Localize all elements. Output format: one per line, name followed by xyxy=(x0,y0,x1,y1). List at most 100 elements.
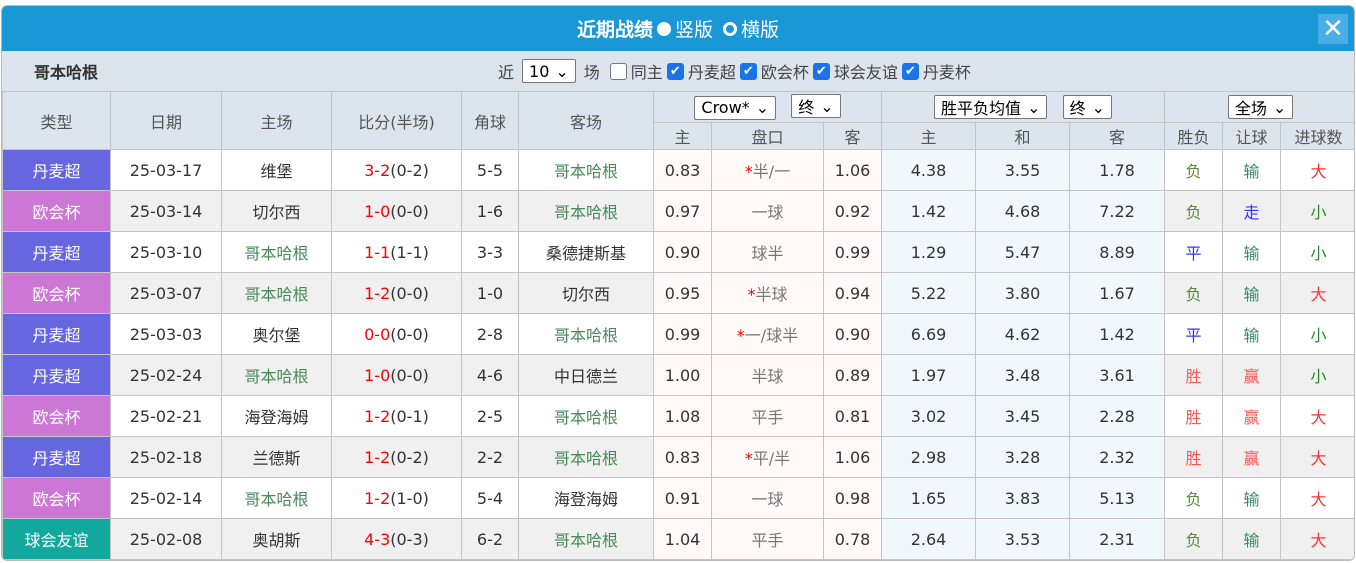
home-team[interactable]: 切尔西 xyxy=(221,190,332,232)
table-row: 欧会杯 25-02-21 海登海姆 1-2(0-1) 2-5 哥本哈根 1.08 平手 0.81… xyxy=(2,395,1354,437)
match-date: 25-02-21 xyxy=(110,395,222,437)
ah-away-odds: 0.89 xyxy=(822,354,883,396)
away-team[interactable]: 哥本哈根 xyxy=(518,395,654,437)
away-team[interactable]: 哥本哈根 xyxy=(518,190,654,232)
away-team[interactable]: 哥本哈根 xyxy=(518,436,654,478)
league-checkbox-0[interactable]: ✔ xyxy=(666,62,684,80)
close-icon[interactable]: ✕ xyxy=(1318,14,1348,44)
away-team[interactable]: 哥本哈根 xyxy=(518,313,654,355)
match-date: 25-03-10 xyxy=(110,231,222,273)
full-score: 1-2 xyxy=(364,447,391,467)
ah-home-odds: 0.99 xyxy=(653,313,712,355)
eu-away-odds: 3.61 xyxy=(1069,354,1166,396)
league-type[interactable]: 欧会杯 xyxy=(2,272,111,314)
ah-line-text: 一球 xyxy=(751,490,784,509)
away-team[interactable]: 海登海姆 xyxy=(518,477,654,519)
header-eu-draw: 和 xyxy=(975,122,1071,150)
full-score: 1-1 xyxy=(364,242,391,262)
ah-line-text: 一球 xyxy=(751,203,784,222)
home-team[interactable]: 哥本哈根 xyxy=(221,231,332,273)
handicap-time-select[interactable]: 终 ⌄ xyxy=(791,94,841,119)
home-team[interactable]: 哥本哈根 xyxy=(221,477,332,519)
result: 负 xyxy=(1164,477,1224,519)
eu-draw-odds: 5.47 xyxy=(975,231,1071,273)
league-type[interactable]: 丹麦超 xyxy=(2,436,111,478)
ah-home-odds: 0.97 xyxy=(653,190,712,232)
away-team[interactable]: 切尔西 xyxy=(518,272,654,314)
league-type[interactable]: 丹麦超 xyxy=(2,313,111,355)
header-eu-home: 主 xyxy=(881,122,977,150)
euro-time-select[interactable]: 终 ⌄ xyxy=(1062,95,1112,119)
ah-line: 平手 xyxy=(711,518,824,560)
league-type[interactable]: 丹麦超 xyxy=(2,231,111,273)
league-type[interactable]: 丹麦超 xyxy=(2,149,111,191)
radio-vertical-label[interactable]: 竖版 xyxy=(674,19,713,41)
away-team[interactable]: 桑德捷斯基 xyxy=(518,231,654,273)
home-team[interactable]: 哥本哈根 xyxy=(221,354,332,396)
ah-away-odds: 0.81 xyxy=(822,395,883,437)
league-checkbox-2[interactable]: ✔ xyxy=(812,62,830,80)
same-home-checkbox[interactable] xyxy=(609,62,627,80)
ah-line: 一球 xyxy=(711,477,824,519)
score: 1-2(0-2) xyxy=(331,436,462,478)
home-team[interactable]: 哥本哈根 xyxy=(221,272,332,314)
table-row: 丹麦超 25-02-24 哥本哈根 1-0(0-0) 4-6 中日德兰 1.00 半球 0.89… xyxy=(2,354,1354,396)
radio-horizontal[interactable] xyxy=(723,21,737,36)
corner: 2-8 xyxy=(461,313,519,355)
result: 负 xyxy=(1164,149,1224,191)
result: 胜 xyxy=(1164,395,1224,437)
half-score: (0-2) xyxy=(390,160,429,180)
ah-line-text: 平手 xyxy=(751,531,784,550)
header-away: 客场 xyxy=(518,91,654,150)
league-type[interactable]: 欧会杯 xyxy=(2,190,111,232)
score: 4-3(0-3) xyxy=(331,518,462,560)
games-label: 场 xyxy=(583,63,600,82)
count-select[interactable]: 10 ⌄ xyxy=(522,59,576,83)
euro-type-select[interactable]: 胜平负均值 ⌄ xyxy=(934,95,1048,119)
home-team[interactable]: 奥尔堡 xyxy=(221,313,332,355)
home-team[interactable]: 奥胡斯 xyxy=(221,518,332,560)
corner: 5-4 xyxy=(461,477,519,519)
half-score: (0-0) xyxy=(390,201,429,221)
away-team[interactable]: 哥本哈根 xyxy=(518,518,654,560)
league-checkbox-3[interactable]: ✔ xyxy=(901,62,919,80)
company-value: Crow* xyxy=(701,98,750,118)
result: 负 xyxy=(1164,518,1224,560)
full-score: 1-2 xyxy=(364,283,391,303)
league-checkbox-1[interactable]: ✔ xyxy=(739,62,757,80)
star-mark: * xyxy=(744,162,753,181)
home-team[interactable]: 兰德斯 xyxy=(221,436,332,478)
ah-line: 一球 xyxy=(711,190,824,232)
handicap-result: 赢 xyxy=(1222,436,1282,478)
full-score: 1-2 xyxy=(364,406,391,426)
ah-home-odds: 1.08 xyxy=(653,395,712,437)
radio-horizontal-label[interactable]: 横版 xyxy=(741,19,780,41)
league-type[interactable]: 欧会杯 xyxy=(2,477,111,519)
league-label: 欧会杯 xyxy=(760,63,809,82)
header-type: 类型 xyxy=(2,91,111,150)
score: 3-2(0-2) xyxy=(331,149,462,191)
handicap-result: 输 xyxy=(1222,231,1282,273)
eu-home-odds: 2.64 xyxy=(881,518,977,560)
period-select[interactable]: 全场 ⌄ xyxy=(1227,95,1294,119)
away-team[interactable]: 中日德兰 xyxy=(518,354,654,396)
company-select[interactable]: Crow* ⌄ xyxy=(694,95,777,120)
header-corner: 角球 xyxy=(461,91,519,150)
league-type[interactable]: 球会友谊 xyxy=(2,518,111,560)
league-type[interactable]: 丹麦超 xyxy=(2,354,111,396)
corner: 1-6 xyxy=(461,190,519,232)
league-type[interactable]: 欧会杯 xyxy=(2,395,111,437)
radio-vertical[interactable] xyxy=(656,21,671,36)
home-team[interactable]: 海登海姆 xyxy=(221,395,332,437)
eu-away-odds: 2.31 xyxy=(1069,518,1166,560)
euro-selects: 胜平负均值 ⌄ 终 ⌄ xyxy=(881,91,1166,123)
away-team[interactable]: 哥本哈根 xyxy=(518,149,654,191)
score: 1-2(0-0) xyxy=(331,272,462,314)
ah-home-odds: 0.95 xyxy=(653,272,712,314)
match-date: 25-02-24 xyxy=(110,354,222,396)
home-team[interactable]: 维堡 xyxy=(221,149,332,191)
eu-home-odds: 2.98 xyxy=(881,436,977,478)
goals-result: 大 xyxy=(1280,477,1354,519)
eu-home-odds: 5.22 xyxy=(881,272,977,314)
ah-away-odds: 0.99 xyxy=(822,231,883,273)
